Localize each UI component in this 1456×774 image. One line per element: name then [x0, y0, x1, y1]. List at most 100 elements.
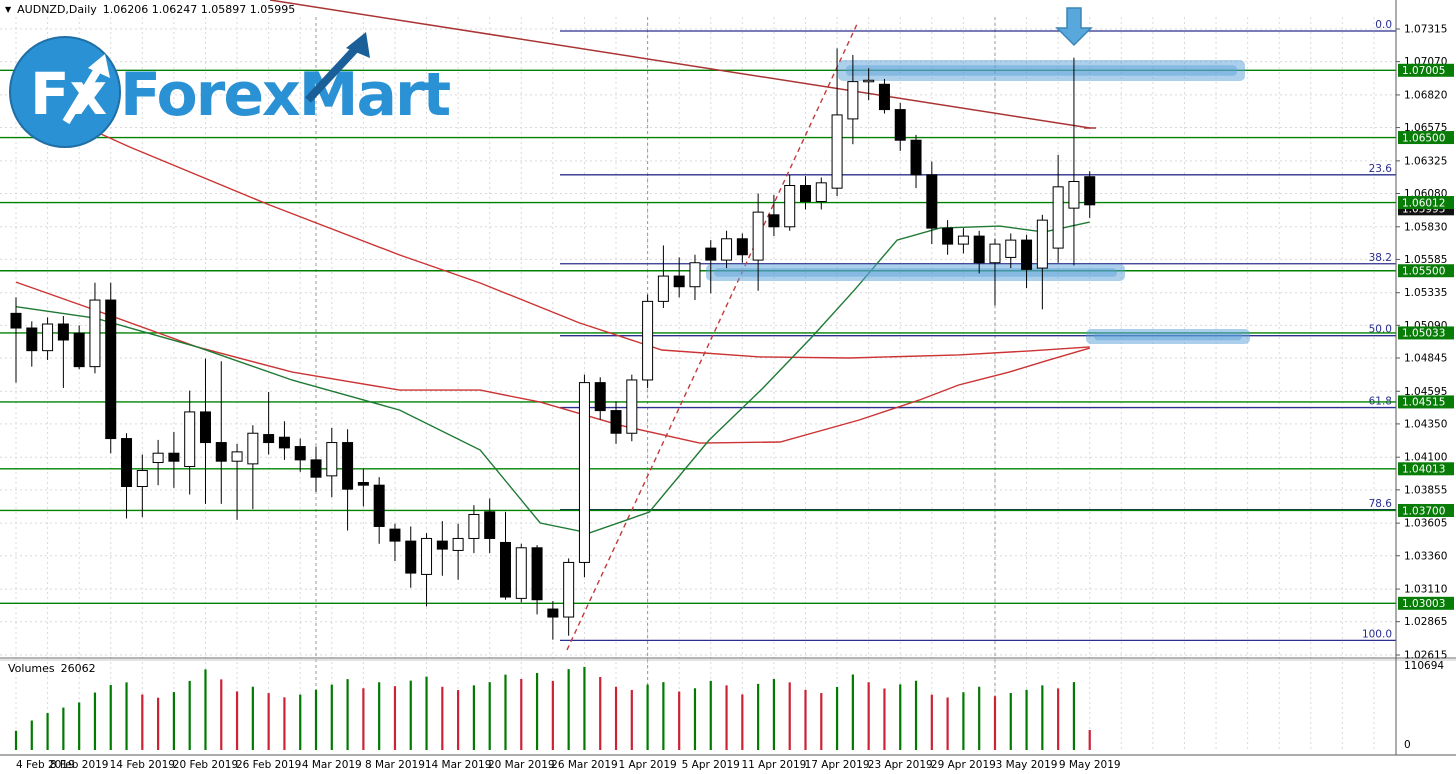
candle-bearish [973, 235, 985, 264]
candles-layer [10, 48, 1096, 640]
candle-bullish [578, 382, 590, 563]
candle-bullish [689, 262, 701, 288]
candle-bearish [263, 434, 275, 444]
price-tick-label: 1.05585 [1404, 254, 1447, 266]
candle-bearish [10, 312, 22, 329]
price-tick-label: 1.04100 [1404, 452, 1447, 464]
date-label: 4 Mar 2019 [302, 759, 362, 771]
date-label: 9 May 2019 [1059, 759, 1121, 771]
symbol-dropdown-icon[interactable]: ▼ [5, 5, 12, 14]
candle-bearish [199, 411, 211, 444]
candle-bullish [152, 452, 164, 464]
fib-level-label: 100.0 [1362, 628, 1392, 640]
sr-price-badge [1398, 196, 1454, 210]
volumes-text: Volumes [8, 662, 55, 675]
date-label: 29 Apr 2019 [931, 759, 996, 771]
fib-level-label: 50.0 [1369, 324, 1392, 336]
candle-bullish [184, 411, 196, 468]
price-tick-label: 1.06820 [1404, 89, 1447, 101]
candle-bullish [957, 235, 969, 245]
date-label: 4 Feb 2019 [16, 759, 75, 771]
candle-bullish [563, 561, 575, 618]
sr-price-badge-text: 1.03700 [1402, 505, 1445, 517]
candle-bullish [468, 513, 480, 539]
sr-price-badge [1398, 503, 1454, 517]
price-tick-label: 1.03605 [1404, 518, 1447, 530]
candle-bearish [436, 540, 448, 550]
date-label: 20 Mar 2019 [488, 759, 555, 771]
price-tick-label: 1.03855 [1404, 484, 1447, 496]
sr-price-badge [1398, 131, 1454, 145]
candle-bearish [910, 139, 922, 176]
highlight-zone[interactable] [706, 264, 1125, 281]
price-tick-label: 1.04845 [1404, 352, 1447, 364]
candle-bearish [484, 511, 496, 539]
trendline-descending[interactable] [269, 0, 1091, 129]
candle-bullish [721, 238, 733, 261]
fib-level-label: 23.6 [1369, 163, 1393, 175]
date-label: 11 Apr 2019 [741, 759, 806, 771]
date-label: 26 Feb 2019 [236, 759, 301, 771]
date-label: 1 Apr 2019 [618, 759, 676, 771]
highlight-zone[interactable] [838, 60, 1245, 81]
candle-bullish [831, 114, 843, 189]
forexmart-logo: Fx ForexMart [8, 22, 668, 166]
price-tick-label: 1.05830 [1404, 221, 1447, 233]
candle-bearish [736, 238, 748, 256]
fib-level-label: 38.2 [1369, 252, 1392, 264]
candle-bearish [168, 452, 180, 462]
candle-bearish [768, 214, 780, 228]
candle-bullish [89, 299, 101, 368]
volume-scale-max-label: 110694 [1404, 660, 1444, 672]
date-label: 3 May 2019 [996, 759, 1058, 771]
candle-bearish [499, 541, 511, 598]
candle-bullish [815, 182, 827, 202]
candle-bearish [405, 540, 417, 574]
sr-price-badge [1398, 596, 1454, 610]
candle-bearish [373, 484, 385, 527]
candle-bullish [247, 432, 259, 465]
candle-bearish [73, 332, 85, 368]
candle-bullish [42, 323, 54, 352]
ohlc-values: 1.06206 1.06247 1.05897 1.05995 [102, 3, 296, 16]
sr-price-badge-text: 1.04515 [1402, 397, 1445, 409]
candle-bullish [642, 300, 654, 381]
candle-bearish [105, 299, 117, 440]
current-volume-value: 26062 [60, 662, 96, 675]
candle-bullish [231, 451, 243, 462]
candle-bearish [1021, 239, 1033, 270]
candle-bearish [705, 247, 717, 261]
sr-price-badge-text: 1.05033 [1402, 328, 1445, 340]
forexmart-logo-svg: Fx ForexMart [9, 32, 453, 148]
candle-bearish [389, 528, 401, 542]
highlight-zone[interactable] [1086, 329, 1250, 344]
candle-bullish [657, 275, 669, 302]
candle-bearish [878, 83, 890, 111]
candle-bullish [784, 184, 796, 228]
date-label: 5 Apr 2019 [682, 759, 740, 771]
sr-price-badge-text: 1.05500 [1402, 266, 1445, 278]
down-arrow-annotation[interactable] [1055, 7, 1093, 47]
sr-price-badge [1398, 63, 1454, 77]
candle-bearish [342, 442, 354, 490]
candle-bearish [547, 608, 559, 618]
candle-bullish [989, 243, 1001, 264]
date-label: 20 Feb 2019 [173, 759, 238, 771]
candle-bearish [278, 436, 290, 449]
price-tick-label: 1.06325 [1404, 155, 1447, 167]
sr-price-badge [1398, 395, 1454, 409]
candle-bullish [1068, 181, 1080, 209]
candle-bearish [594, 382, 606, 412]
fib-level-label: 78.6 [1369, 498, 1393, 510]
highlight-zone-core [846, 65, 1237, 76]
candle-bullish [1052, 186, 1064, 249]
highlight-zone-core [1094, 332, 1242, 341]
sr-price-badge [1398, 462, 1454, 476]
trendline-ascending-dashed[interactable] [566, 21, 859, 651]
logo-wordmark: ForexMart [120, 60, 451, 130]
candle-bearish [121, 438, 133, 488]
candle-bearish [1084, 176, 1096, 206]
candle-bullish [1036, 219, 1048, 269]
date-label: 14 Mar 2019 [425, 759, 492, 771]
